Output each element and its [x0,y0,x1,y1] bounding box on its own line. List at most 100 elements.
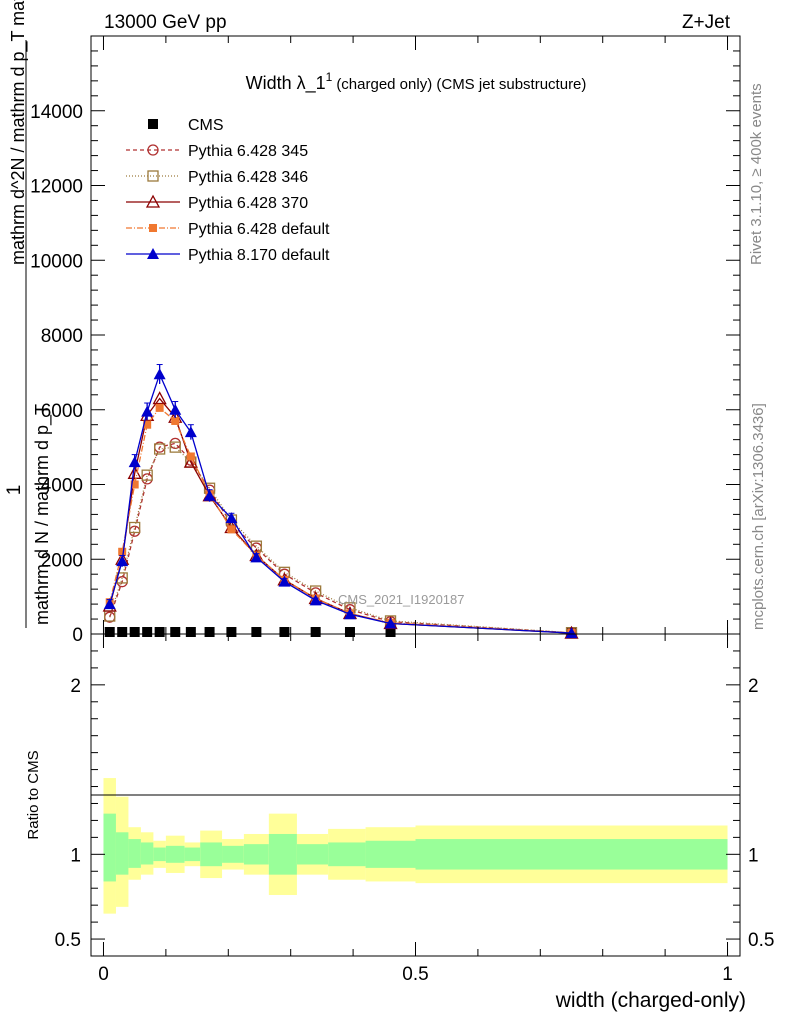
ratio-band-inner [115,832,129,875]
series-cms [104,627,577,637]
legend-label: CMS [188,117,224,134]
data-point-cms [204,627,215,637]
data-point-cms [117,627,128,637]
legend-marker [149,224,157,232]
plot-title-sup: 1 [326,70,333,84]
legend: CMS Pythia 6.428 345 Pythia 6.428 346 Pythi… [126,117,330,264]
data-point-cms [279,627,290,637]
ratio-ylabel: Ratio to CMS [25,750,42,839]
legend-marker [147,248,159,259]
legend-label: Pythia 6.428 370 [188,195,308,212]
data-point-py8_default [565,627,578,639]
main-ytick-label: 10000 [30,251,83,272]
ratio-band-inner [103,813,116,882]
legend-marker [145,194,161,208]
legend-label: Pythia 6.428 346 [188,169,308,186]
xlabel: width (charged-only) [555,989,746,1012]
ratio-band-inner [153,847,166,862]
ratio-band-inner [296,844,329,865]
data-point-py6_346 [104,610,116,622]
ratio-plot: 0.5 0.5 1 1 2 2 0 0.5 1 Ratio to CMS width (char… [25,633,774,1012]
main-ytick-label: 6000 [41,401,83,422]
main-ytick-label: 12000 [30,177,83,198]
data-point-py8_default [384,617,397,629]
data-point-py6_default [171,416,180,425]
data-point-py8_default [309,594,322,606]
data-point-cms [385,627,396,637]
series-py6_345 [104,437,578,639]
ratio-band-inner [200,842,223,867]
ratio-ytick-label-right: 2 [748,676,759,697]
main-ytick-label: 4000 [41,476,83,497]
data-point-py6_346 [141,469,153,481]
data-point-cms [251,627,262,637]
header-right: Z+Jet [682,12,731,33]
data-point-py8_default [116,555,129,567]
data-point-cms [344,627,355,637]
ratio-band-inner [415,839,728,870]
ratio-band-inner [268,833,297,875]
legend-entry-py6_default: Pythia 6.428 default [126,221,330,238]
data-point-cms [170,627,181,637]
data-point-cms [104,627,115,637]
legend-marker [147,170,159,182]
ratio-band-inner [165,845,185,863]
main-ytick-label: 8000 [41,326,83,347]
data-point-py6_346 [250,540,263,552]
ratio-band-inner [184,847,201,862]
mcplots-label: mcplots.cern.ch [arXiv:1306.3436] [750,403,767,630]
data-point-py8_default [225,512,238,524]
data-point-py6_default [130,480,139,489]
data-point-cms [185,627,196,637]
data-point-py8_default [184,426,197,438]
legend-label: Pythia 8.170 default [188,247,330,264]
data-point-py6_346 [153,443,166,455]
ylabel-line-2: mathrm d N / mathrm d p_T [32,404,53,625]
plot-title-suffix: (charged only) (CMS jet substructure) [336,76,586,93]
data-point-py6_default [143,420,152,429]
legend-entry-py6_345: Pythia 6.428 345 [126,143,308,160]
data-point-py8_default [169,403,182,415]
legend-entry-cms: CMS [148,117,224,134]
data-point-py8_default [250,551,263,563]
main-ytick-label: 0 [72,625,83,646]
ylabel-line-3: mathrm d^2N / mathrm d p_T mathrm d lamb… [8,0,29,265]
data-point-py6_370 [152,391,167,405]
ratio-xtick-label: 0.5 [402,964,428,985]
ratio-ytick-label-right: 1 [748,845,759,866]
ratio-ticks: 0.5 0.5 1 1 2 2 0 0.5 1 [55,634,774,985]
watermark: CMS_2021_I1920187 [338,592,465,607]
ratio-xtick-label: 0 [98,964,109,985]
ratio-band-inner [243,844,269,865]
data-point-py6_default [118,547,127,556]
ratio-ytick-label: 1 [70,845,81,866]
data-point-cms [142,627,153,637]
data-point-py8_default [103,598,116,610]
series-py8_default [103,364,578,639]
main-plot: 0 2000 4000 6000 8000 10000 12000 14000 Width λ… [4,0,741,646]
ratio-band-inner [222,845,244,863]
legend-entry-py6_346: Pythia 6.428 346 [126,169,308,186]
data-point-cms [154,627,165,637]
main-ytick-label: 14000 [30,102,83,123]
legend-marker [148,119,158,129]
data-point-py6_default [186,452,195,461]
ratio-bands [103,778,728,914]
data-point-py6_346 [129,521,141,534]
data-point-py8_default [153,368,166,380]
data-point-cms [129,627,140,637]
series-line-py6_345 [109,442,572,634]
ylabel-line-1: 1 [4,485,25,496]
plot-title-main: Width λ_1 [246,73,326,94]
data-point-py6_default [155,403,164,412]
data-point-cms [226,627,237,637]
header-left: 13000 GeV pp [104,12,227,33]
legend-label: Pythia 6.428 345 [188,143,308,160]
data-point-py8_default [141,405,154,417]
data-point-cms [310,627,321,637]
main-ticks: 0 2000 4000 6000 8000 10000 12000 14000 [30,36,740,646]
ratio-band-inner [128,839,141,868]
legend-entry-py6_370: Pythia 6.428 370 [126,194,308,212]
ratio-ytick-label: 0.5 [55,930,81,951]
